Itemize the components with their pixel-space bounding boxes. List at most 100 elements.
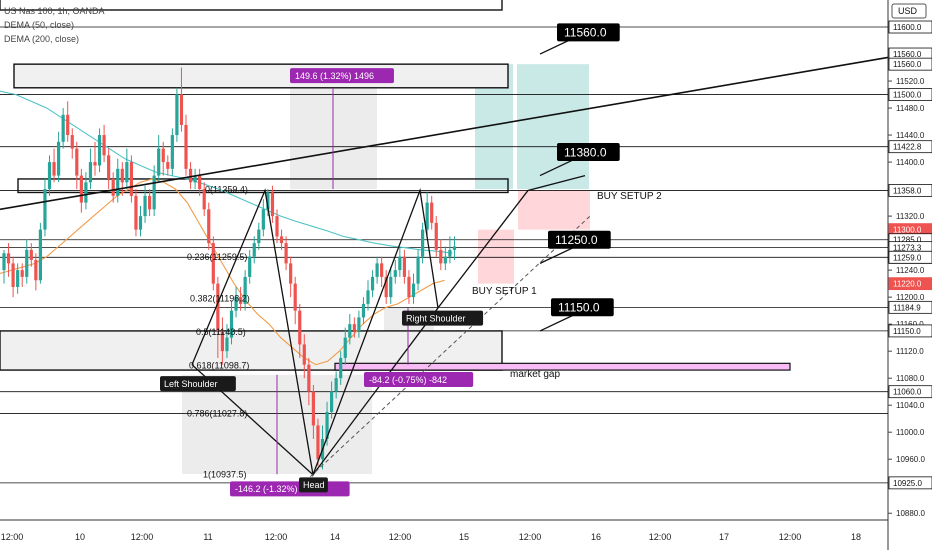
left-shoulder-label-text: Left Shoulder <box>164 379 218 389</box>
candle-body <box>97 135 102 166</box>
price-tag-bg <box>888 140 932 154</box>
candle <box>102 124 106 163</box>
candle-body <box>266 192 270 210</box>
y-tick-label: 11400.0 <box>896 158 925 167</box>
candle <box>316 418 320 466</box>
chart-legend: US Nas 100, 1h, OANDA DEMA (50, close) D… <box>4 4 105 46</box>
x-tick-label: 12:00 <box>1 532 24 542</box>
candle-body <box>66 114 70 136</box>
supply-box <box>17 178 509 194</box>
price-axis-tag: 11060.0 <box>888 385 932 399</box>
candle-body <box>138 216 143 230</box>
candle <box>284 236 288 271</box>
stop-zone-red-2 <box>518 190 590 230</box>
x-tick-label: 14 <box>330 532 340 542</box>
price-tag-text: 11285.0 <box>893 236 922 245</box>
candle-body <box>93 162 97 166</box>
resistance-box <box>13 63 509 89</box>
candle <box>57 131 61 183</box>
price-tag-text: 11060.0 <box>893 388 922 397</box>
price-tag-text: 11259.0 <box>893 253 922 262</box>
price-axis-tag: 11422.8 <box>888 140 932 154</box>
target-price-tag-bg <box>557 23 620 42</box>
candle-body <box>434 222 438 250</box>
price-tag-bg <box>888 88 932 101</box>
price-tag-text: 10925.0 <box>893 479 922 488</box>
candle-body <box>148 195 152 210</box>
candle <box>88 148 93 190</box>
price-tag-text: 11358.0 <box>893 186 922 195</box>
price-axis-tag: 11358.0 <box>888 184 932 197</box>
candle-body <box>257 229 261 244</box>
candle-body <box>220 330 224 352</box>
candle <box>220 317 224 365</box>
candle-body <box>229 310 234 338</box>
candle <box>302 334 306 379</box>
candle-body <box>170 135 174 169</box>
target-price-tag-text: 11150.0 <box>558 301 600 315</box>
target-price-tag-bg <box>551 298 614 317</box>
candle-body <box>11 263 15 288</box>
candle-body <box>134 195 138 230</box>
candle <box>439 239 443 271</box>
candle <box>129 155 133 203</box>
price-tag-bg <box>888 324 932 338</box>
target-price-tag-bg <box>557 142 620 161</box>
candle-body <box>370 276 375 291</box>
candle-body <box>375 263 379 277</box>
candle-body <box>407 276 411 298</box>
market-gap-label: market gap <box>510 369 560 380</box>
candle <box>370 270 375 298</box>
candle <box>193 168 197 190</box>
candle-body <box>302 344 306 365</box>
symbol-title: US Nas 100, 1h, OANDA <box>4 6 105 16</box>
price-axis-tag: 11500.0 <box>888 88 932 101</box>
candle <box>170 128 174 176</box>
candle-body <box>16 270 20 288</box>
left-shoulder-label-bg <box>160 376 236 392</box>
candle <box>207 202 211 250</box>
candle <box>425 192 429 237</box>
price-axis-tag: 11150.0 <box>888 324 932 338</box>
candle-body <box>116 168 120 196</box>
candle-body <box>448 249 452 257</box>
fib-level-label: 0.5(11148.5) <box>196 327 246 337</box>
candle <box>279 229 284 250</box>
dema-200-legend: DEMA (200, close) <box>4 34 80 44</box>
candle <box>38 222 42 284</box>
candle <box>152 165 156 217</box>
candle-body <box>157 148 161 176</box>
candle <box>97 128 102 173</box>
candle <box>343 327 347 365</box>
candle-body <box>184 124 188 169</box>
candle <box>6 243 11 277</box>
y-tick-label: 11040.0 <box>896 401 925 410</box>
price-tag-bg <box>888 57 932 71</box>
candle-body <box>384 276 388 298</box>
candle-body <box>339 357 343 379</box>
candle-body <box>402 256 406 277</box>
candle <box>107 148 111 190</box>
candle-body <box>175 94 179 136</box>
candle <box>311 384 315 439</box>
fib-level-label: 0(11359.4) <box>205 184 248 194</box>
price-axis-tag: 11220.0 <box>888 277 932 291</box>
y-tick-label: 11200.0 <box>896 293 925 302</box>
candle <box>134 189 138 237</box>
candle-body <box>252 243 256 257</box>
candle-body <box>25 249 29 277</box>
candle-body <box>425 202 429 230</box>
stop-zone-red-1 <box>478 229 514 284</box>
target-zone-teal-2 <box>517 64 589 190</box>
candle <box>330 381 334 419</box>
x-tick-label: 12:00 <box>389 532 412 542</box>
target-price-tag: 11380.0 <box>557 142 620 161</box>
candle <box>452 236 457 260</box>
y-tick-label: 10960.0 <box>896 455 925 464</box>
candle-body <box>298 310 302 345</box>
y-tick-label: 11240.0 <box>896 266 925 275</box>
candle <box>430 195 434 230</box>
candle-body <box>361 303 366 318</box>
